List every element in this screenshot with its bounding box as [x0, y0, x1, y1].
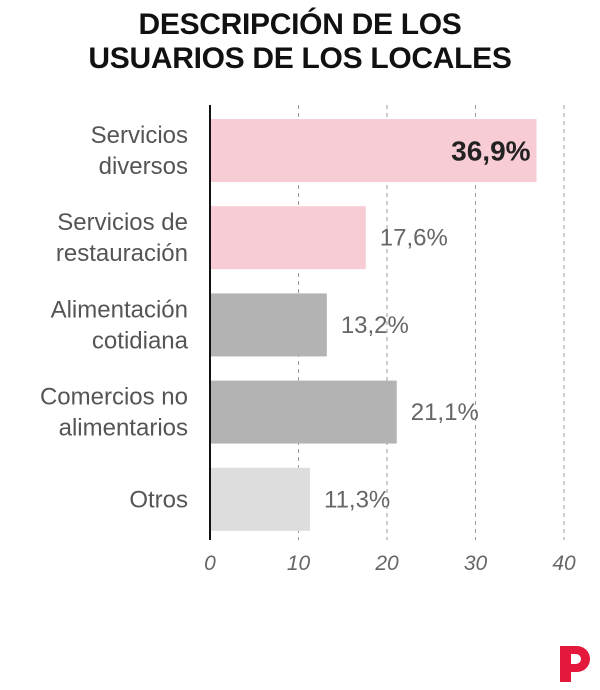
- bar-2: [210, 293, 327, 357]
- value-label-4: 11,3%: [324, 486, 390, 513]
- category-labels: Servicios diversos Servicios de restauració…: [40, 122, 189, 513]
- bar-1: [210, 206, 366, 270]
- x-tick-label-30: 30: [464, 552, 488, 575]
- bars: [210, 119, 537, 531]
- brand-p-logo-icon: [560, 646, 590, 682]
- value-label-1: 17,6%: [380, 225, 448, 252]
- bar-3: [210, 380, 397, 444]
- bar-4: [210, 467, 311, 531]
- category-label-0: Servicios diversos: [91, 122, 188, 180]
- value-label-3: 21,1%: [411, 399, 479, 426]
- category-label-4: Otros: [129, 486, 188, 513]
- chart-title-line-2: USUARIOS DE LOS LOCALES: [88, 42, 512, 75]
- category-label-1: Servicios de restauración: [56, 209, 188, 267]
- value-label-0: 36,9%: [451, 136, 530, 167]
- x-tick-label-10: 10: [287, 552, 311, 575]
- value-label-2: 13,2%: [341, 312, 409, 339]
- value-labels: 36,9% 17,6% 13,2% 21,1% 11,3%: [324, 136, 531, 514]
- x-tick-labels: 0 10 20 30 40: [204, 552, 576, 575]
- x-tick-label-20: 20: [374, 552, 399, 575]
- x-tick-label-0: 0: [204, 552, 216, 575]
- chart-title-line-1: DESCRIPCIÓN DE LOS: [138, 8, 462, 41]
- category-label-2: Alimentación cotidiana: [51, 296, 189, 354]
- x-tick-label-40: 40: [552, 552, 576, 575]
- chart-title: DESCRIPCIÓN DE LOS USUARIOS DE LOS LOCAL…: [0, 8, 600, 76]
- bar-0: [210, 119, 537, 182]
- category-label-3: Comercios no alimentarios: [40, 384, 188, 442]
